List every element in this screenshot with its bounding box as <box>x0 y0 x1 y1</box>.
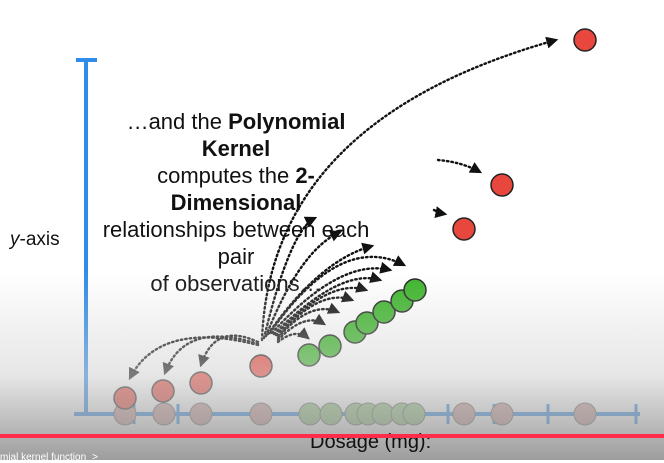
caption-emphasis: 2-Dimensional <box>170 163 315 215</box>
y-axis-label-italic: y <box>10 229 20 250</box>
green-point <box>318 334 342 358</box>
y-axis-label: y-axis <box>10 229 60 251</box>
red-point <box>189 371 213 395</box>
axis-point <box>249 402 273 426</box>
red-point <box>452 217 476 241</box>
caption-emphasis: Polynomial Kernel <box>201 109 346 161</box>
caption-line-3: relationships between each pair <box>102 217 370 269</box>
green-point <box>403 278 427 302</box>
red-point <box>490 173 514 197</box>
video-progress-bar[interactable] <box>0 434 664 438</box>
caption-line-2: computes the 2-Dimensional <box>96 162 376 216</box>
axis-point <box>152 402 176 426</box>
y-axis-label-rest: -axis <box>19 229 60 250</box>
red-point <box>573 28 597 52</box>
axis-point <box>319 402 343 426</box>
caption-line-1: …and the Polynomial Kernel <box>96 108 376 162</box>
red-point <box>151 379 175 403</box>
red-point <box>249 354 273 378</box>
arrow <box>128 336 260 381</box>
chevron-right-icon: > <box>92 452 98 463</box>
caption-line-4: of observations… <box>150 271 322 296</box>
arrow <box>432 206 448 218</box>
axis-point <box>452 402 476 426</box>
chapter-title[interactable]: mial kernel function > <box>0 452 98 463</box>
arrow <box>436 158 483 174</box>
axis-point <box>402 402 426 426</box>
axis-point <box>573 402 597 426</box>
axis-point <box>490 402 514 426</box>
caption-text: computes the <box>157 163 296 188</box>
caption-text: …and the <box>126 109 229 134</box>
y-axis <box>76 58 97 414</box>
axis-point <box>189 402 213 426</box>
chapter-title-text: mial kernel function <box>0 452 87 463</box>
caption: …and the Polynomial Kernel computes the … <box>96 108 376 297</box>
axis-point <box>298 402 322 426</box>
red-point <box>113 386 137 410</box>
green-point <box>297 343 321 367</box>
